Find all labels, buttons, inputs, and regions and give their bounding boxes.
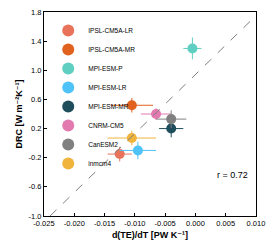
svg-text:0.005: 0.005 xyxy=(216,219,235,228)
svg-text:DRC [W m⁻²K⁻¹]: DRC [W m⁻²K⁻¹] xyxy=(14,80,24,149)
svg-text:0.6: 0.6 xyxy=(31,95,41,104)
svg-text:-0.015: -0.015 xyxy=(94,219,115,228)
svg-text:IPSL-CM5A-LR: IPSL-CM5A-LR xyxy=(88,27,133,34)
svg-text:r = 0.72: r = 0.72 xyxy=(217,170,248,180)
svg-text:MPI-ESM-P: MPI-ESM-P xyxy=(88,65,122,72)
svg-text:-0.6: -0.6 xyxy=(29,182,42,191)
svg-text:inmcm4: inmcm4 xyxy=(88,160,111,167)
svg-text:CanESM2: CanESM2 xyxy=(88,141,118,148)
svg-text:-0.005: -0.005 xyxy=(154,219,175,228)
svg-text:1.0: 1.0 xyxy=(31,66,41,75)
svg-text:0.000: 0.000 xyxy=(186,219,205,228)
svg-text:IPSL-CM5A-MR: IPSL-CM5A-MR xyxy=(88,46,135,53)
svg-text:-0.025: -0.025 xyxy=(33,219,54,228)
svg-text:0.010: 0.010 xyxy=(247,219,266,228)
svg-text:1.4: 1.4 xyxy=(31,37,41,46)
svg-text:-0.010: -0.010 xyxy=(124,219,145,228)
svg-text:-1.0: -1.0 xyxy=(29,212,42,221)
svg-text:MPI-ESM-MR: MPI-ESM-MR xyxy=(88,103,128,110)
svg-text:-0.2: -0.2 xyxy=(29,153,42,162)
svg-text:1.8: 1.8 xyxy=(31,8,41,17)
svg-text:0.2: 0.2 xyxy=(31,124,41,133)
svg-text:MPI-ESM-LR: MPI-ESM-LR xyxy=(88,84,127,91)
svg-text:-0.020: -0.020 xyxy=(64,219,85,228)
svg-text:d(TE)/dT [PW K⁻¹]: d(TE)/dT [PW K⁻¹] xyxy=(112,230,188,240)
svg-text:CNRM-CM5: CNRM-CM5 xyxy=(88,122,124,129)
